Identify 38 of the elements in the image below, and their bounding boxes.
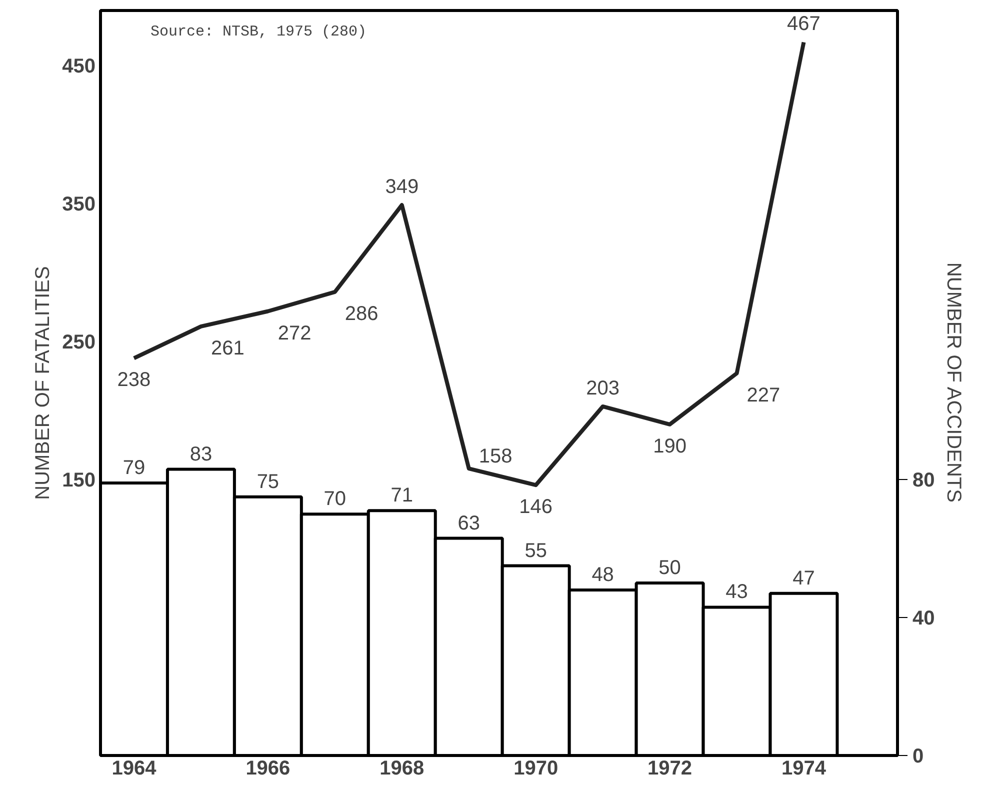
data-label: 286 <box>344 302 378 325</box>
data-label: 47 <box>792 567 815 590</box>
y2-axis-title: NUMBER OF ACCIDENTS <box>942 262 965 502</box>
data-label: 50 <box>658 557 681 580</box>
data-label: 349 <box>385 176 419 198</box>
data-label: 79 <box>122 457 146 480</box>
x-tick-label: 1966 <box>246 758 290 780</box>
data-label: 190 <box>653 435 686 458</box>
y2-tick-label: 80 <box>912 470 935 492</box>
data-label: 272 <box>278 322 312 344</box>
data-label: 75 <box>256 470 280 493</box>
data-label: 43 <box>726 581 748 604</box>
data-label: 261 <box>210 337 244 360</box>
data-label: 70 <box>324 488 346 510</box>
data-label: 203 <box>586 377 620 400</box>
data-label: 83 <box>190 443 212 466</box>
y-tick-label: 150 <box>62 470 96 492</box>
data-label: 55 <box>524 540 547 562</box>
y-axis-title: NUMBER OF FATALITIES <box>32 266 54 500</box>
annotation: Source: NTSB, 1975 (280) <box>150 24 367 40</box>
data-label: 467 <box>787 13 820 36</box>
y2-tick-label: 40 <box>912 608 935 630</box>
y-tick-label: 450 <box>62 56 96 78</box>
y-tick-label: 350 <box>62 194 96 216</box>
y2-tick-label: 0 <box>912 746 924 768</box>
data-label: 63 <box>458 512 480 534</box>
x-tick-label: 1970 <box>514 758 558 780</box>
x-tick-label: 1974 <box>781 758 827 780</box>
data-label: 146 <box>519 496 553 518</box>
data-label: 71 <box>390 484 414 507</box>
data-label: 238 <box>117 369 151 392</box>
x-tick-label: 1964 <box>112 758 158 780</box>
y-tick-label: 250 <box>62 332 96 354</box>
data-label: 158 <box>478 446 512 468</box>
x-tick-label: 1968 <box>380 758 424 780</box>
x-tick-label: 1972 <box>648 758 692 780</box>
data-label: 48 <box>592 564 614 586</box>
data-label: 227 <box>746 384 780 406</box>
